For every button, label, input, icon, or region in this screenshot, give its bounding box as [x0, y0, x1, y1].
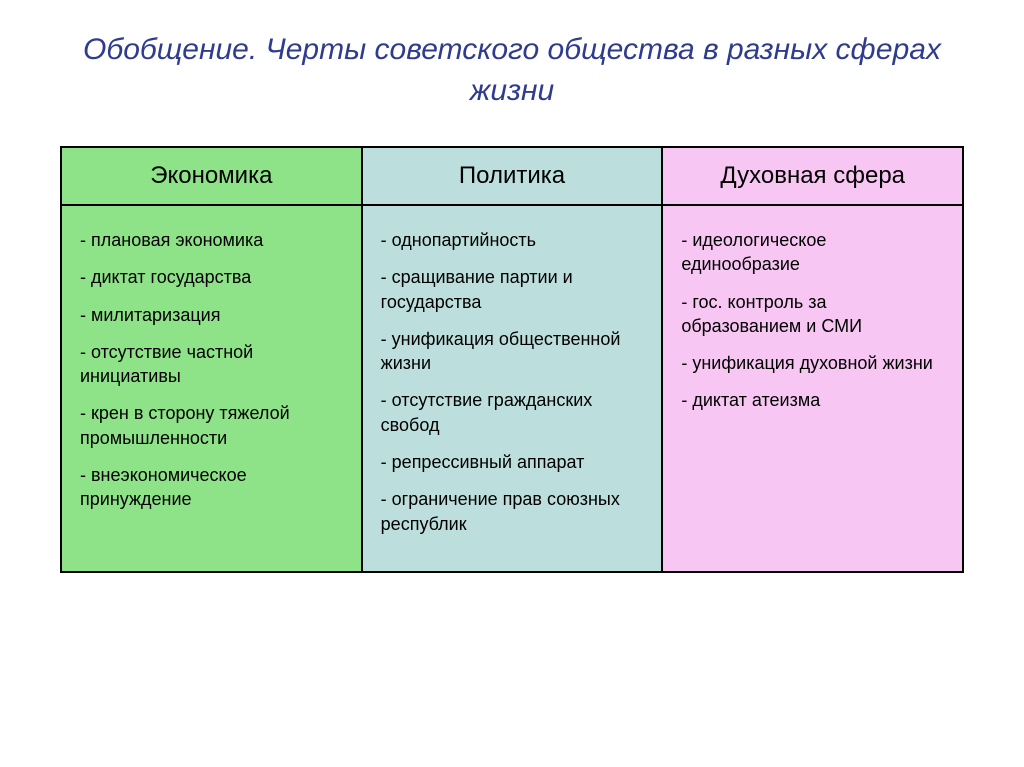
column-content-spiritual: - идеологическое единообразие - гос. кон… [663, 206, 962, 571]
list-item: - внеэкономическое принуждение [80, 463, 343, 512]
list-item: - плановая экономика [80, 228, 343, 252]
column-header-politics: Политика [363, 148, 664, 204]
list-item: - репрессивный аппарат [381, 450, 644, 474]
table-content-row: - плановая экономика - диктат государств… [62, 206, 962, 571]
column-content-politics: - однопартийность - сращивание партии и … [363, 206, 664, 571]
list-item: - унификация общественной жизни [381, 327, 644, 376]
list-item: - сращивание партии и государства [381, 265, 644, 314]
list-item: - унификация духовной жизни [681, 351, 944, 375]
list-item: - милитаризация [80, 303, 343, 327]
list-item: - идеологическое единообразие [681, 228, 944, 277]
list-item: - диктат атеизма [681, 388, 944, 412]
list-item: - диктат государства [80, 265, 343, 289]
comparison-table: Экономика Политика Духовная сфера - план… [60, 146, 964, 573]
column-content-economics: - плановая экономика - диктат государств… [62, 206, 363, 571]
list-item: - гос. контроль за образованием и СМИ [681, 290, 944, 339]
list-item: - крен в сторону тяжелой промышленности [80, 401, 343, 450]
list-item: - отсутствие частной инициативы [80, 340, 343, 389]
slide-title: Обобщение. Черты советского общества в р… [60, 30, 964, 111]
list-item: - отсутствие гражданских свобод [381, 388, 644, 437]
list-item: - ограничение прав союзных республик [381, 487, 644, 536]
table-header-row: Экономика Политика Духовная сфера [62, 148, 962, 206]
column-header-spiritual: Духовная сфера [663, 148, 962, 204]
list-item: - однопартийность [381, 228, 644, 252]
column-header-economics: Экономика [62, 148, 363, 204]
